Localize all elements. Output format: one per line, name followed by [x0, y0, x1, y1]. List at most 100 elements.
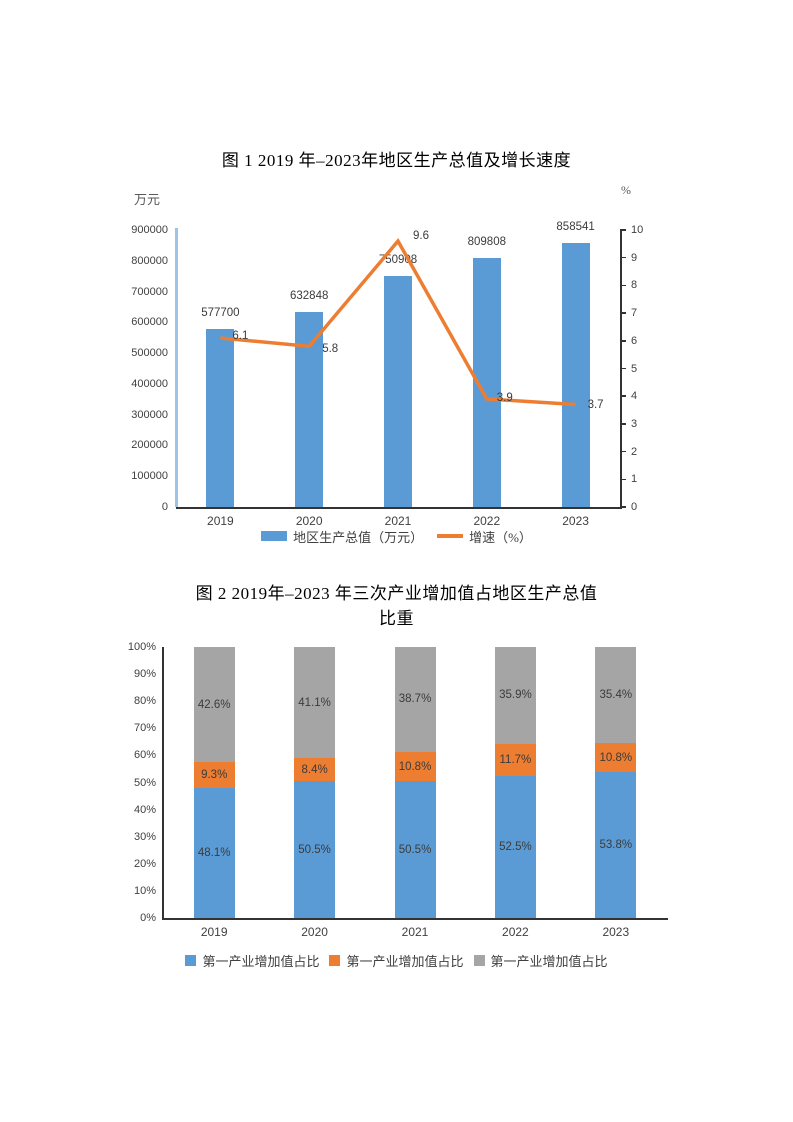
chart1-right-axis-tick	[620, 478, 626, 481]
chart2-x-tick-label: 2020	[301, 925, 328, 939]
chart1-x-tick-label: 2022	[473, 514, 501, 528]
chart1-title: 图 1 2019 年–2023年地区生产总值及增长速度	[221, 151, 572, 170]
chart2-x-tick-label: 2022	[502, 925, 529, 939]
chart2-segment-value-label: 35.4%	[599, 688, 633, 701]
chart1-legend: 地区生产总值（万元） 增速（%）	[0, 527, 793, 545]
chart1-right-axis-tick-label: 0	[631, 501, 638, 513]
chart2-y-axis-tick-label: 20%	[133, 857, 156, 870]
chart2-segment-value-label: 9.3%	[201, 769, 228, 782]
chart2-segment-value-label: 10.8%	[398, 760, 432, 773]
chart1-left-axis-unit-label: 万元	[134, 192, 161, 207]
chart1-right-axis-tick-label: 9	[631, 251, 638, 264]
chart1-bar-value-label: 632848	[290, 290, 329, 303]
chart1-bar-2023	[561, 242, 590, 507]
chart2-bar-2021-segment-0	[394, 781, 436, 918]
chart1-right-axis-tick-label: 5	[631, 362, 638, 375]
chart1-right-axis-tick-label: 1	[631, 473, 638, 486]
chart2-segment-value-label: 8.4%	[301, 763, 328, 776]
chart1-right-axis-tick	[620, 423, 626, 425]
chart2-legend-label-0: 第一产业增加值占比	[202, 953, 320, 969]
chart1-line-value-label: 6.1	[232, 330, 249, 343]
chart2-title-line2: 比重	[379, 609, 414, 628]
chart2-segment-value-label: 42.6%	[197, 698, 231, 711]
chart2-legend-item-0: 第一产业增加值占比	[185, 951, 319, 970]
chart1-x-axis-line	[176, 507, 622, 509]
chart2-bar-2021-segment-1	[394, 751, 436, 782]
chart1-bar-2019	[206, 329, 235, 507]
chart1-right-axis-tick	[620, 284, 626, 287]
chart1-right-axis-line	[620, 230, 622, 507]
chart2-y-axis-tick-label: 70%	[133, 722, 156, 735]
chart1-right-axis-tick	[620, 367, 626, 370]
chart2-segment-value-label: 35.9%	[499, 689, 532, 702]
chart2-bar-2020-segment-0	[294, 781, 336, 918]
chart2-y-axis-tick-label: 0%	[140, 912, 156, 924]
chart1-x-tick-label: 2021	[384, 514, 412, 528]
chart2-segment-value-label: 50.5%	[298, 843, 331, 856]
chart1-right-axis-tick-label: 2	[631, 445, 638, 458]
chart1-x-tick-label: 2023	[562, 514, 589, 528]
chart2-segment-value-label: 11.7%	[499, 753, 532, 766]
chart1-right-axis-unit-label: %	[621, 183, 631, 197]
chart2-y-axis-tick-label: 100%	[127, 641, 156, 653]
chart1-right-axis-tick-label: 4	[631, 390, 638, 403]
chart2-bar-2023-segment-2	[595, 647, 637, 743]
chart1-bar-value-label: 750908	[378, 253, 418, 266]
chart1-bar-2022	[472, 257, 501, 507]
chart1-bar-value-label: 809808	[467, 235, 506, 248]
chart1-left-axis-tick-label: 0	[161, 501, 168, 513]
chart1-right-axis-tick	[620, 395, 626, 397]
chart2-bar-2019-segment-2	[193, 647, 235, 763]
chart1-line-value-label: 5.8	[322, 343, 339, 356]
chart1-left-axis-tick-label: 500000	[131, 347, 168, 360]
chart2-x-axis-line	[162, 918, 668, 920]
chart2-y-axis-tick-label: 30%	[133, 830, 156, 843]
chart1-right-axis-tick-label: 7	[631, 307, 638, 320]
chart1-left-axis-tick-label: 900000	[131, 224, 168, 236]
chart2-y-axis-tick-label: 60%	[133, 749, 156, 762]
chart1-left-axis-line	[175, 228, 178, 507]
chart1-line-value-label: 9.6	[413, 230, 429, 243]
chart2-bar-2020-segment-2	[294, 647, 336, 759]
chart2-bar-2019-segment-0	[193, 787, 235, 918]
chart2-segment-value-label: 48.1%	[197, 846, 231, 859]
chart1-left-axis-tick-label: 600000	[131, 316, 168, 329]
chart1-right-axis-tick-label: 8	[631, 279, 638, 292]
chart2-legend-label-2: 第一产业增加值占比	[490, 953, 608, 969]
chart1-right-axis-tick	[620, 340, 626, 342]
chart2-segment-value-label: 10.8%	[599, 751, 633, 764]
chart2-bar-2023-segment-1	[595, 742, 637, 773]
bar-swatch-icon	[261, 531, 288, 541]
chart2-x-tick-label: 2021	[401, 925, 429, 939]
chart2-bar-2022-segment-2	[494, 646, 536, 744]
chart2-segment-value-label: 52.5%	[499, 840, 532, 853]
chart1-right-axis-tick	[620, 450, 626, 453]
square-swatch-icon	[329, 954, 341, 966]
chart1-left-axis-tick-label: 400000	[131, 377, 168, 390]
chart2-y-axis-tick-label: 10%	[133, 884, 156, 897]
chart2-segment-value-label: 41.1%	[298, 696, 331, 709]
chart2-legend-item-1: 第一产业增加值占比	[329, 951, 464, 970]
chart1-left-axis-tick-label: 200000	[131, 439, 168, 452]
chart2-bar-2021-segment-2	[394, 647, 436, 752]
chart2-y-axis-tick-label: 80%	[133, 695, 156, 708]
chart1-legend-item-gdp: 地区生产总值（万元）	[261, 527, 423, 546]
chart1-x-tick-label: 2019	[207, 514, 234, 528]
chart2-segment-value-label: 38.7%	[398, 693, 432, 706]
chart2-x-tick-label: 2019	[200, 925, 228, 939]
chart2-y-axis-line	[162, 647, 164, 920]
chart2-bar-2023-segment-0	[595, 772, 637, 918]
chart2-bar-2019-segment-1	[193, 762, 235, 788]
chart2-segment-value-label: 53.8%	[599, 839, 633, 852]
chart1-right-axis-tick	[620, 506, 626, 508]
chart1-right-axis-tick	[620, 229, 626, 231]
chart2-title-line1: 图 2 2019年–2023 年三次产业增加值占地区生产总值	[195, 584, 598, 603]
square-swatch-icon	[185, 954, 197, 966]
chart1-bar-value-label: 858541	[556, 220, 595, 233]
chart2-bar-2022-segment-0	[494, 775, 536, 918]
chart1-right-axis-tick-label: 6	[631, 334, 638, 347]
chart1-right-axis-tick-label: 10	[631, 224, 644, 236]
chart2-y-axis-tick-label: 40%	[133, 803, 156, 816]
square-swatch-icon	[473, 954, 485, 966]
